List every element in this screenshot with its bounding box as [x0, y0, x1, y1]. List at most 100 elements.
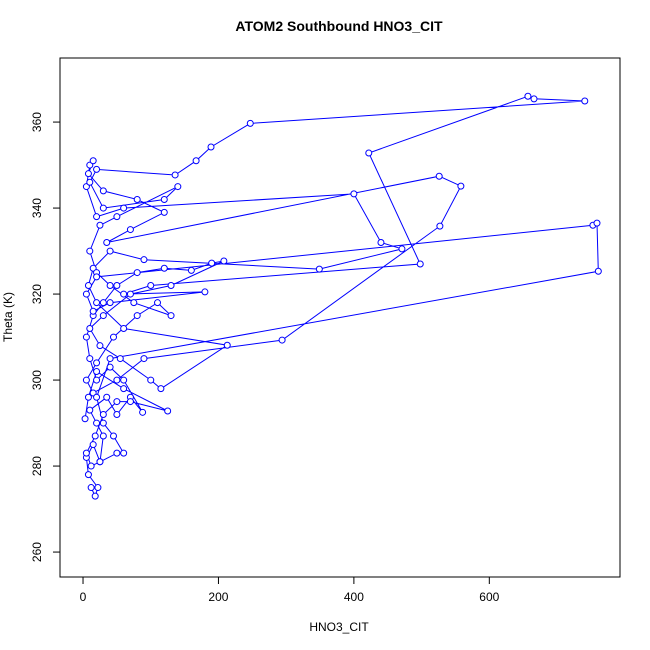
- data-point: [133, 312, 141, 320]
- data-point: [113, 376, 121, 384]
- data-point: [192, 157, 200, 165]
- data-point: [530, 95, 538, 103]
- data-point: [106, 355, 114, 363]
- data-point: [416, 260, 424, 268]
- data-point: [160, 195, 168, 203]
- data-point: [106, 247, 114, 255]
- data-point: [87, 484, 95, 492]
- data-point: [133, 195, 141, 203]
- data-point: [99, 204, 107, 212]
- data-point: [126, 290, 134, 298]
- data-point: [160, 208, 168, 216]
- data-point: [91, 432, 99, 440]
- data-point: [593, 219, 601, 227]
- data-point: [93, 165, 101, 173]
- data-point: [120, 290, 128, 298]
- data-point: [246, 119, 254, 127]
- data-point: [99, 299, 107, 307]
- data-point: [581, 97, 589, 105]
- data-point: [87, 462, 95, 470]
- y-tick-label: 360: [30, 112, 44, 132]
- data-point: [84, 471, 92, 479]
- data-point: [84, 393, 92, 401]
- data-point: [120, 324, 128, 332]
- data-point: [99, 312, 107, 320]
- data-point: [99, 419, 107, 427]
- data-point: [365, 149, 373, 157]
- data-point: [93, 419, 101, 427]
- data-point: [147, 376, 155, 384]
- data-point: [167, 312, 175, 320]
- data-point: [220, 257, 228, 265]
- data-point: [86, 247, 94, 255]
- data-point: [106, 363, 114, 371]
- data-point: [207, 143, 215, 151]
- data-point: [106, 299, 114, 307]
- data-point: [103, 393, 111, 401]
- data-point: [113, 213, 121, 221]
- data-point: [315, 265, 323, 273]
- data-point: [84, 170, 92, 178]
- data-point: [93, 367, 101, 375]
- data-point: [377, 238, 385, 246]
- data-point: [126, 226, 134, 234]
- data-point: [457, 182, 465, 190]
- data-point: [82, 333, 90, 341]
- y-tick-label: 300: [30, 370, 44, 390]
- data-point: [96, 342, 104, 350]
- data-point: [86, 324, 94, 332]
- data-point: [208, 259, 216, 267]
- data-point: [94, 484, 102, 492]
- data-point: [120, 449, 128, 457]
- data-point: [99, 410, 107, 418]
- data-point: [93, 359, 101, 367]
- data-point: [86, 178, 94, 186]
- data-point: [91, 492, 99, 500]
- data-point: [126, 398, 134, 406]
- x-tick-label: 600: [479, 590, 499, 604]
- data-point: [278, 336, 286, 344]
- data-point: [436, 222, 444, 230]
- data-point: [435, 172, 443, 180]
- data-point: [86, 406, 94, 414]
- y-tick-label: 280: [30, 456, 44, 476]
- data-point: [164, 407, 172, 415]
- data-point: [99, 432, 107, 440]
- data-point: [82, 290, 90, 298]
- data-point: [147, 281, 155, 289]
- data-point: [93, 393, 101, 401]
- data-point: [93, 299, 101, 307]
- data-point: [99, 187, 107, 195]
- data-point: [187, 266, 195, 274]
- data-point: [109, 432, 117, 440]
- data-point: [81, 415, 89, 423]
- data-point: [84, 281, 92, 289]
- y-tick-label: 320: [30, 284, 44, 304]
- data-point: [201, 288, 209, 296]
- y-tick-label: 260: [30, 542, 44, 562]
- data-point: [116, 355, 124, 363]
- data-point: [89, 441, 97, 449]
- data-point: [113, 449, 121, 457]
- data-point: [93, 273, 101, 281]
- x-tick-label: 200: [208, 590, 228, 604]
- data-point: [594, 267, 602, 275]
- data-point: [140, 355, 148, 363]
- data-point: [171, 171, 179, 179]
- data-point: [174, 183, 182, 191]
- data-point: [86, 355, 94, 363]
- data-point: [96, 221, 104, 229]
- data-point: [89, 307, 97, 315]
- data-point: [120, 204, 128, 212]
- data-point: [130, 299, 138, 307]
- data-point: [82, 376, 90, 384]
- data-point: [103, 238, 111, 246]
- data-point: [89, 157, 97, 165]
- data-point: [133, 269, 141, 277]
- data-point: [113, 281, 121, 289]
- data-point: [140, 256, 148, 264]
- x-tick-label: 400: [344, 590, 364, 604]
- data-point: [113, 398, 121, 406]
